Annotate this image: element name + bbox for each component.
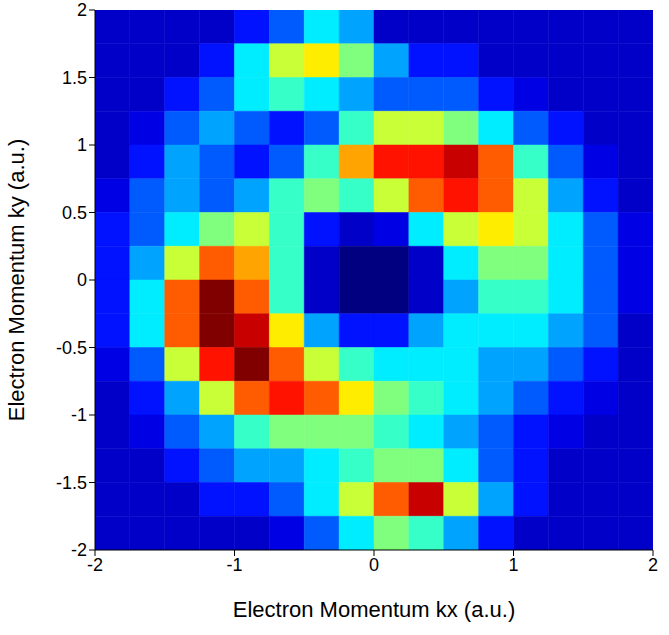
- svg-text:0.5: 0.5: [62, 203, 87, 223]
- svg-text:0: 0: [77, 270, 87, 290]
- svg-text:0: 0: [369, 555, 379, 575]
- svg-text:-1: -1: [71, 405, 87, 425]
- svg-text:1: 1: [77, 135, 87, 155]
- svg-text:2: 2: [77, 0, 87, 20]
- svg-text:Electron Momentum kx (a.u.): Electron Momentum kx (a.u.): [233, 597, 515, 622]
- svg-text:Electron Momentum ky (a.u.): Electron Momentum ky (a.u.): [4, 139, 29, 421]
- svg-text:-1.5: -1.5: [56, 473, 87, 493]
- svg-text:-2: -2: [87, 555, 103, 575]
- svg-text:-1: -1: [226, 555, 242, 575]
- svg-text:-2: -2: [71, 540, 87, 560]
- svg-text:1: 1: [508, 555, 518, 575]
- svg-text:-0.5: -0.5: [56, 338, 87, 358]
- svg-text:1.5: 1.5: [62, 68, 87, 88]
- svg-text:2: 2: [648, 555, 658, 575]
